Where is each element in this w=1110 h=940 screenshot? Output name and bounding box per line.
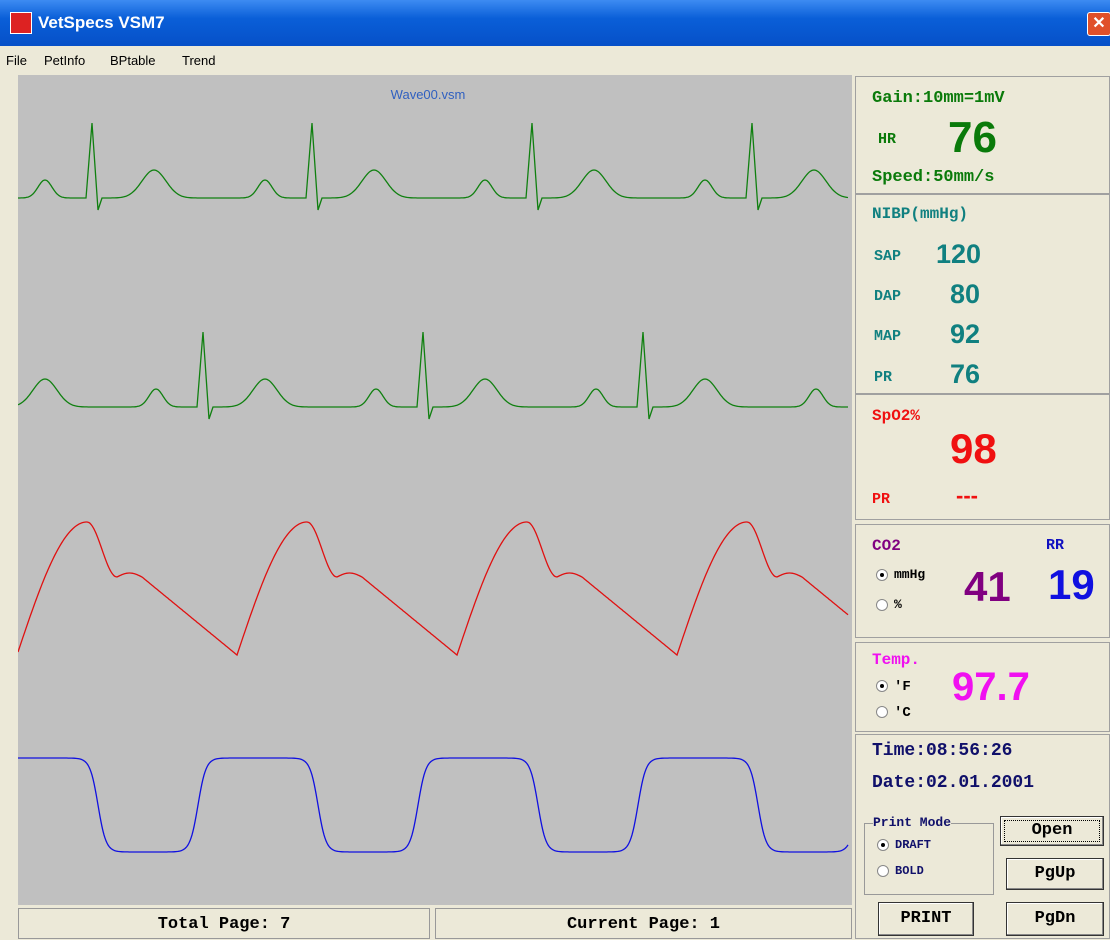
unit-label: mmHg bbox=[894, 567, 925, 582]
unit-radio[interactable]: 'C bbox=[876, 705, 911, 721]
menu-item[interactable]: BPtable bbox=[110, 53, 156, 68]
app-window: VetSpecs VSM7 ✕ File PetInfo BPtable Tre… bbox=[0, 0, 1110, 939]
spo2-panel: SpO2% 98 PR --- bbox=[855, 394, 1110, 520]
status-total: Total Page: 7 bbox=[18, 908, 430, 939]
unit-label: 'F bbox=[894, 679, 911, 695]
file-name: Wave00.vsm bbox=[391, 87, 466, 102]
pr-value: --- bbox=[956, 483, 978, 509]
title-bar: VetSpecs VSM7 ✕ bbox=[0, 0, 1110, 46]
nibp-value: 120 bbox=[936, 239, 981, 270]
co2-title: CO2 bbox=[872, 537, 901, 555]
hr-label: HR bbox=[878, 131, 896, 148]
mode-label: DRAFT bbox=[895, 838, 931, 852]
nibp-label: SAP bbox=[874, 248, 901, 265]
rr-value: 19 bbox=[1048, 561, 1095, 609]
nibp-label: PR bbox=[874, 369, 892, 386]
nibp-panel: NIBP(mmHg) SAP 120 DAP 80 MAP 92 PR 76 bbox=[855, 194, 1110, 394]
hr-value: 76 bbox=[948, 113, 997, 163]
nibp-label: MAP bbox=[874, 328, 901, 345]
temp-panel: Temp. 'F 'C 97.7 bbox=[855, 642, 1110, 732]
unit-label: % bbox=[894, 597, 902, 612]
pgup-button[interactable]: PgUp bbox=[1006, 858, 1104, 890]
unit-radio[interactable]: % bbox=[876, 597, 902, 612]
unit-radio[interactable]: 'F bbox=[876, 679, 911, 695]
ecg-panel: Gain:10mm=1mV HR 76 Speed:50mm/s bbox=[855, 76, 1110, 194]
waveform bbox=[18, 332, 848, 419]
date: Date:02.01.2001 bbox=[872, 773, 1034, 793]
menu-item[interactable]: PetInfo bbox=[44, 53, 85, 68]
nibp-label: DAP bbox=[874, 288, 901, 305]
status-current: Current Page: 1 bbox=[435, 908, 852, 939]
pr-label: PR bbox=[872, 491, 890, 508]
pgdn-button[interactable]: PgDn bbox=[1006, 902, 1104, 936]
spo2-value: 98 bbox=[950, 425, 997, 473]
open-button[interactable]: Open bbox=[1000, 816, 1104, 846]
mode-label: BOLD bbox=[895, 864, 924, 878]
print-mode-group: Print Mode DRAFT BOLD bbox=[864, 823, 994, 895]
temp-title: Temp. bbox=[872, 651, 920, 669]
menu-bar: File PetInfo BPtable Trend bbox=[0, 48, 1110, 72]
gain: Gain:10mm=1mV bbox=[872, 89, 1005, 108]
window-title: VetSpecs VSM7 bbox=[38, 13, 165, 33]
co2-value: 41 bbox=[964, 563, 1011, 611]
waveform bbox=[18, 522, 848, 655]
spo2-title: SpO2% bbox=[872, 407, 920, 425]
close-button[interactable]: ✕ bbox=[1087, 12, 1110, 36]
unit-radio[interactable]: mmHg bbox=[876, 567, 925, 582]
waveform bbox=[18, 123, 848, 210]
co2-panel: CO2 RR mmHg % 41 19 bbox=[855, 524, 1110, 638]
waveform bbox=[18, 758, 848, 852]
group-title: Print Mode bbox=[873, 815, 951, 830]
print-button[interactable]: PRINT bbox=[878, 902, 974, 936]
speed: Speed:50mm/s bbox=[872, 168, 994, 187]
nibp-title: NIBP(mmHg) bbox=[872, 205, 968, 223]
nibp-value: 80 bbox=[950, 279, 980, 310]
rr-label: RR bbox=[1046, 537, 1064, 554]
temp-value: 97.7 bbox=[952, 665, 1030, 710]
app-icon bbox=[10, 12, 32, 34]
menu-item[interactable]: File bbox=[6, 53, 27, 68]
mode-radio[interactable]: BOLD bbox=[877, 864, 924, 878]
time: Time:08:56:26 bbox=[872, 741, 1012, 761]
unit-label: 'C bbox=[894, 705, 911, 721]
nibp-value: 76 bbox=[950, 359, 980, 390]
nibp-value: 92 bbox=[950, 319, 980, 350]
menu-item[interactable]: Trend bbox=[182, 53, 215, 68]
mode-radio[interactable]: DRAFT bbox=[877, 838, 931, 852]
waveform-area: Wave00.vsm bbox=[18, 75, 852, 905]
